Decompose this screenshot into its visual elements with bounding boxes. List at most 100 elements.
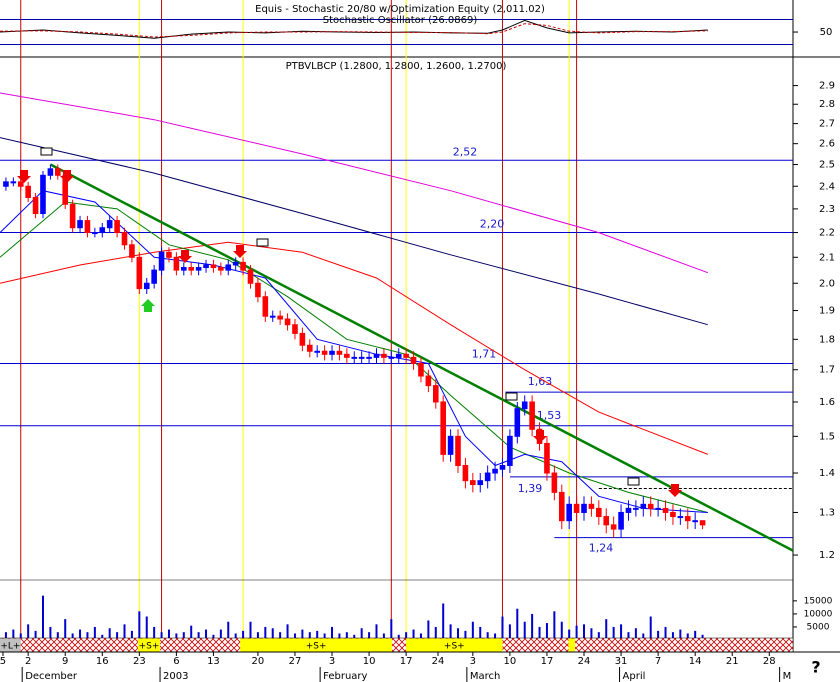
candle-body: [173, 256, 180, 271]
candle-body: [640, 503, 647, 509]
volume-bar: [501, 616, 504, 640]
candle-body: [106, 220, 113, 229]
candle-body: [418, 363, 424, 377]
candle-body: [269, 315, 276, 318]
candle-body: [440, 401, 446, 455]
candle-body: [344, 353, 350, 358]
month-label: 2003: [163, 671, 188, 682]
candle-body: [670, 511, 676, 518]
volume-bar: [175, 633, 178, 640]
x-tick-label: 21: [726, 656, 739, 667]
y-tick-label: 2.0: [819, 278, 835, 289]
level-label: 1,63: [528, 375, 553, 388]
x-tick-label: 31: [615, 656, 628, 667]
candle-body: [529, 401, 535, 430]
candle-body: [521, 401, 528, 410]
volume-bar: [531, 613, 534, 640]
candle-body: [129, 244, 135, 258]
x-tick-label: 20: [252, 656, 265, 667]
volume-bar: [93, 626, 96, 640]
month-label: March: [470, 671, 500, 682]
y-tick-label: 15000: [804, 596, 833, 606]
y-tick-label: 1.5: [819, 431, 835, 442]
volume-bar: [56, 632, 59, 640]
volume-bar: [494, 633, 497, 640]
candle-body: [573, 503, 580, 513]
candle-body: [203, 264, 209, 269]
volume-bar: [86, 632, 89, 640]
candle-body: [158, 251, 165, 271]
candle-body: [544, 442, 550, 474]
candle-body: [395, 353, 402, 358]
volume-bar: [138, 611, 141, 640]
candle-body: [625, 507, 632, 513]
volume-bar: [523, 621, 526, 640]
volume-bar: [227, 621, 230, 640]
candle-body: [121, 232, 128, 246]
volume-bar: [486, 632, 489, 640]
candle-body: [692, 520, 698, 523]
candle-body: [3, 181, 9, 187]
month-label: December: [25, 671, 78, 682]
exit-flag: [627, 477, 640, 486]
help-mark[interactable]: ?: [811, 658, 820, 677]
y-tick-label: 50: [820, 27, 833, 38]
candle-body: [499, 464, 506, 470]
volume-bar: [694, 630, 697, 640]
volume-bar: [390, 619, 393, 640]
volume-bar: [308, 632, 311, 640]
x-tick-label: 13: [207, 656, 220, 667]
volume-bar: [205, 629, 208, 640]
candle-body: [462, 464, 469, 482]
candle-body: [99, 227, 106, 234]
volume-bar: [323, 633, 326, 640]
volume-bar: [427, 620, 430, 640]
position-label: +S+: [444, 642, 465, 652]
y-tick-label: 2.3: [819, 204, 835, 215]
candle-body: [47, 168, 54, 176]
volume-bar: [160, 632, 163, 640]
candle-body: [447, 435, 454, 455]
candle-body: [470, 480, 476, 486]
volume-bar: [338, 633, 341, 640]
candle-body: [136, 256, 143, 290]
sell-arrow: [533, 430, 547, 443]
volume-bar: [360, 628, 363, 640]
volume-bar: [479, 626, 482, 640]
candle-body: [292, 324, 298, 334]
volume-bar: [583, 624, 586, 640]
y-tick-label: 2.1: [819, 252, 835, 263]
y-tick-label: 1.6: [819, 397, 835, 408]
volume-bar: [657, 630, 660, 640]
candle-body: [366, 356, 372, 359]
candle-body: [551, 472, 558, 493]
candle-body: [180, 267, 187, 271]
candle-body: [262, 296, 269, 317]
sell-arrow: [60, 170, 74, 183]
candle-body: [321, 350, 328, 355]
candle-body: [432, 385, 439, 403]
oscillator: [0, 19, 793, 46]
x-tick-label: 14: [689, 656, 702, 667]
level-label: 1,24: [589, 542, 614, 555]
sell-arrow: [178, 250, 192, 263]
volume-bar: [182, 632, 185, 640]
volume-bar: [605, 619, 608, 640]
month-label: M: [783, 671, 792, 682]
candle-body: [284, 318, 291, 326]
overlay-line: [0, 137, 708, 326]
candle-body: [55, 168, 61, 176]
volume-bar: [71, 633, 74, 640]
volume-bar: [331, 626, 334, 640]
volume-bar: [627, 632, 630, 640]
volume-bar: [293, 633, 296, 640]
volume-bar: [64, 619, 67, 640]
volume-bar: [316, 630, 319, 640]
volume-bar: [130, 630, 133, 640]
y-tick-label: 1.8: [819, 334, 835, 345]
y-tick-label: 10000: [804, 609, 833, 619]
volume-bar: [249, 621, 252, 640]
level-label: 1,53: [537, 409, 562, 422]
candle-body: [610, 524, 617, 530]
